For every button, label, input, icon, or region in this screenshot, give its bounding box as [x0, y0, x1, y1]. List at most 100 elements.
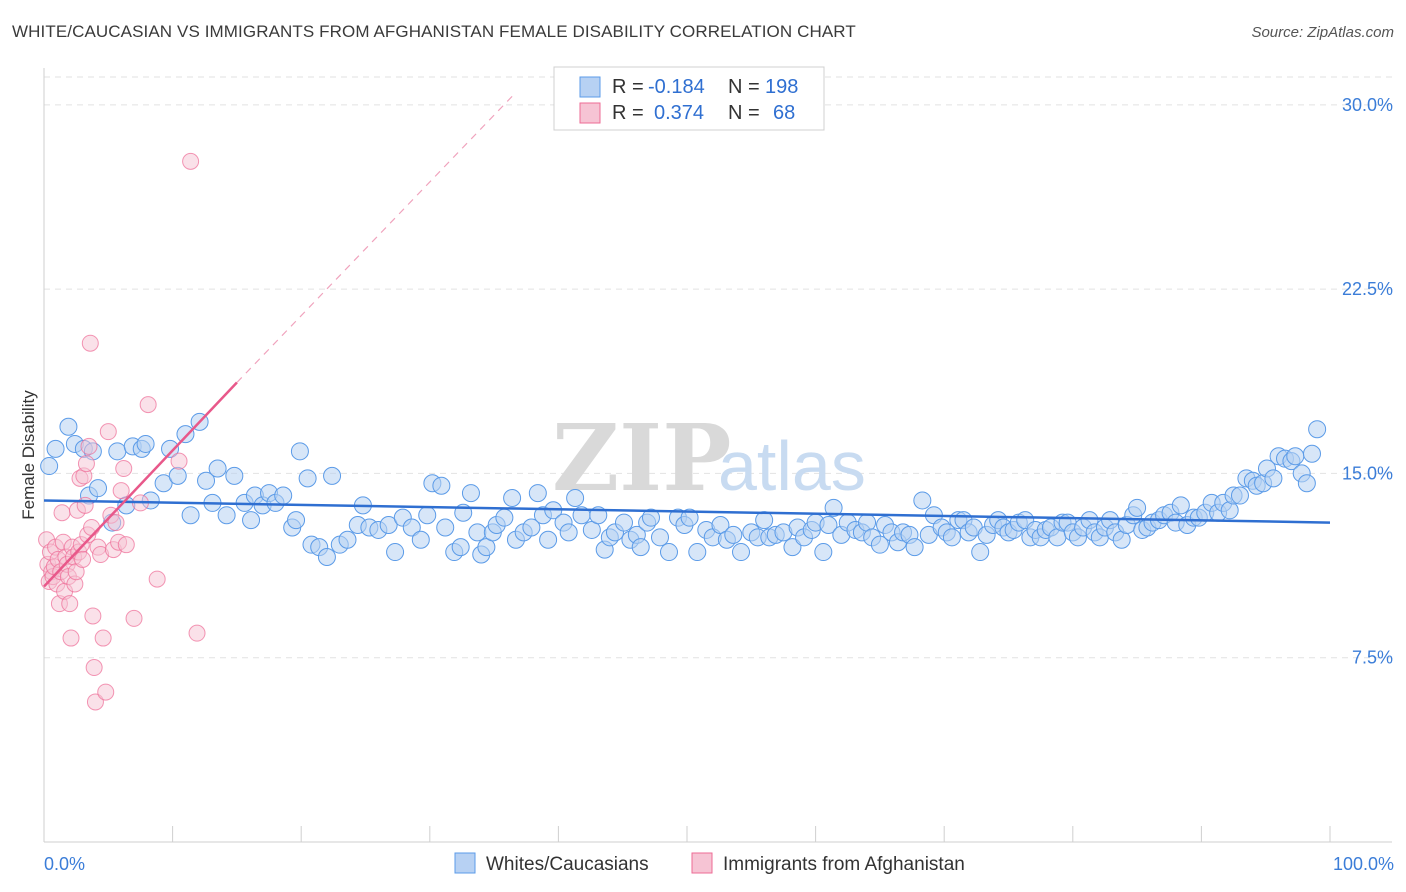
trend-lines [43, 94, 1331, 588]
y-axis-title: Female Disability [19, 390, 38, 520]
x-tick-label-min: 0.0% [44, 854, 85, 874]
point-whites [824, 498, 843, 517]
point-whites [176, 425, 195, 444]
legend-n-value-1: 198 [765, 76, 798, 98]
source-label: Source: ZipAtlas.com [1251, 24, 1394, 41]
point-whites [323, 466, 342, 485]
point-whites [436, 518, 455, 537]
point-whites [1302, 444, 1321, 463]
legend-r-label-1: R = [612, 76, 644, 98]
watermark-atlas: atlas [718, 427, 866, 505]
x-tick-label-max: 100.0% [1333, 854, 1394, 874]
point-whites [566, 489, 585, 507]
trend-extension-afghanistan [236, 94, 514, 383]
legend-swatch-blue [579, 76, 601, 98]
point-whites [461, 484, 480, 503]
point-whites [197, 471, 216, 490]
point-whites [386, 543, 405, 562]
point-afghanistan [74, 550, 92, 568]
point-afghanistan [81, 334, 99, 352]
axes [43, 68, 1392, 843]
y-tick-labels: 7.5% 15.0% 22.5% 30.0% [1342, 95, 1393, 668]
bottom-legend-afghanistan: Immigrants from Afghanistan [723, 854, 965, 875]
point-afghanistan [115, 460, 133, 478]
point-afghanistan [107, 514, 125, 532]
point-whites [402, 518, 421, 537]
bottom-legend-whites: Whites/Caucasians [486, 854, 649, 875]
legend-n-value-2: 68 [773, 102, 795, 124]
point-whites [783, 538, 802, 557]
point-afghanistan [99, 423, 117, 441]
point-whites [451, 538, 470, 557]
point-whites [688, 543, 707, 562]
point-afghanistan [170, 452, 188, 470]
point-afghanistan [83, 518, 101, 536]
point-afghanistan [62, 629, 80, 647]
bottom-legend-swatch-blue [454, 852, 476, 874]
point-whites [274, 486, 293, 505]
point-whites [46, 439, 65, 458]
series-afghanistan [38, 152, 206, 711]
point-whites [242, 511, 261, 530]
point-whites [225, 466, 244, 485]
grid [44, 76, 1392, 659]
point-whites [1286, 447, 1305, 466]
point-whites [971, 543, 990, 562]
point-whites [154, 474, 173, 493]
point-whites [290, 442, 309, 461]
point-afghanistan [84, 607, 102, 625]
trend-line-afghanistan [43, 381, 238, 588]
point-afghanistan [76, 496, 94, 514]
bottom-legend-swatch-pink [691, 852, 713, 874]
point-whites [59, 417, 78, 436]
point-whites [168, 466, 187, 485]
point-whites [1264, 469, 1283, 488]
point-whites [659, 543, 678, 562]
point-whites [528, 484, 547, 503]
point-afghanistan [94, 629, 112, 647]
point-whites [819, 516, 838, 535]
point-whites [298, 469, 317, 488]
point-afghanistan [53, 504, 71, 522]
point-whites [181, 506, 200, 525]
y-tick-label: 22.5% [1342, 279, 1393, 299]
point-whites [1230, 486, 1249, 505]
legend-n-label-1: N = [728, 76, 760, 98]
point-whites [942, 528, 961, 547]
legend-r-label-2: R = [612, 102, 644, 124]
point-whites [418, 506, 437, 525]
point-afghanistan [188, 624, 206, 642]
point-afghanistan [97, 683, 115, 701]
point-whites [559, 523, 578, 542]
point-whites [468, 523, 487, 542]
point-whites [650, 528, 669, 547]
point-whites [379, 516, 398, 535]
point-whites [503, 489, 522, 507]
y-tick-label: 30.0% [1342, 95, 1393, 115]
point-whites [641, 508, 660, 527]
point-whites [161, 439, 180, 458]
point-whites [208, 459, 227, 478]
point-whites [1128, 498, 1147, 517]
point-whites [913, 491, 932, 510]
point-whites [522, 518, 541, 537]
point-whites [136, 434, 155, 453]
chart-title: WHITE/CAUCASIAN VS IMMIGRANTS FROM AFGHA… [12, 22, 856, 41]
y-tick-label: 7.5% [1352, 648, 1393, 668]
point-whites [338, 530, 357, 549]
point-whites [905, 538, 924, 557]
point-whites [1171, 496, 1190, 515]
point-afghanistan [117, 536, 135, 554]
point-afghanistan [85, 659, 103, 677]
point-whites [40, 457, 59, 476]
legend-n-label-2: N = [728, 102, 760, 124]
point-whites [870, 535, 889, 554]
trend-line-whites [43, 499, 1331, 524]
point-whites [432, 476, 451, 495]
point-whites [287, 511, 306, 530]
point-whites [317, 547, 336, 566]
bottom-legend: Whites/Caucasians Immigrants from Afghan… [454, 852, 965, 875]
point-afghanistan [125, 609, 143, 627]
point-afghanistan [77, 455, 95, 473]
legend-r-value-2: 0.374 [654, 102, 704, 124]
